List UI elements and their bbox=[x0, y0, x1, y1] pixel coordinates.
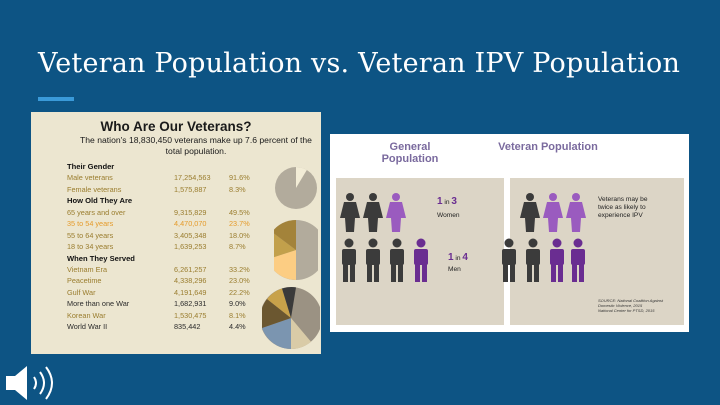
row-label: 55 to 64 years bbox=[67, 230, 114, 240]
list-item: Vietnam Era 6,261,257 33.2% bbox=[67, 264, 277, 275]
list-item: Male veterans 17,254,563 91.6% bbox=[67, 172, 277, 183]
slide-title: Veteran Population vs. Veteran IPV Popul… bbox=[38, 48, 681, 79]
row-count: 4,191,649 bbox=[174, 287, 207, 297]
list-item: Peacetime 4,338,296 23.0% bbox=[67, 275, 277, 286]
row-label: World War II bbox=[67, 322, 108, 332]
row-pct: 23.7% bbox=[229, 219, 250, 229]
pie-slice-55-64 bbox=[274, 233, 296, 258]
pie-slice-gulf-war bbox=[262, 299, 291, 328]
service-pie-chart bbox=[262, 287, 320, 349]
row-pct: 9.0% bbox=[229, 299, 246, 309]
list-item: More than one War 1,682,931 9.0% bbox=[67, 298, 277, 309]
pie-slice-35-54 bbox=[274, 250, 296, 280]
women-label: Women bbox=[437, 212, 460, 219]
row-pct: 22.2% bbox=[229, 287, 250, 297]
infographic-heading: Who Are Our Veterans? bbox=[100, 119, 252, 134]
list-item: 35 to 54 years 4,470,070 23.7% bbox=[67, 218, 277, 229]
row-pct: 91.6% bbox=[229, 173, 250, 183]
veteran-men-figures bbox=[502, 238, 585, 282]
veteran-women-figures bbox=[520, 193, 586, 232]
row-label: Gulf War bbox=[67, 287, 96, 297]
list-item: World War II 835,442 4.4% bbox=[67, 321, 277, 332]
row-pct: 8.3% bbox=[229, 184, 246, 194]
veterans-infographic: Who Are Our Veterans? The nation's 18,83… bbox=[31, 112, 321, 354]
row-label: Korean War bbox=[67, 310, 106, 320]
row-count: 4,470,070 bbox=[174, 219, 207, 229]
speaker-icon[interactable] bbox=[4, 362, 60, 404]
row-pct: 49.5% bbox=[229, 207, 250, 217]
section-header-age: How Old They Are bbox=[67, 196, 133, 206]
women-ratio: 1 in 3 bbox=[437, 196, 457, 207]
gender-pie-chart bbox=[275, 167, 317, 209]
men-figures bbox=[342, 238, 428, 282]
pie-slice-female bbox=[296, 167, 307, 188]
row-label: Peacetime bbox=[67, 276, 102, 286]
title-accent-bar bbox=[38, 97, 74, 101]
veterans-twice-note: Veterans may be twice as likely to exper… bbox=[598, 196, 648, 219]
row-pct: 8.1% bbox=[229, 310, 246, 320]
row-label: More than one War bbox=[67, 299, 130, 309]
general-population-header: General Population bbox=[381, 141, 439, 165]
stats-list: Their Gender Male veterans 17,254,563 91.6… bbox=[67, 161, 277, 333]
section-header-gender: Their Gender bbox=[67, 162, 115, 171]
list-item: 18 to 34 years 1,639,253 8.7% bbox=[67, 241, 277, 252]
row-pct: 8.7% bbox=[229, 242, 246, 252]
source-citation: SOURCE: National Coalition Against Domes… bbox=[598, 298, 663, 313]
row-label: Vietnam Era bbox=[67, 264, 108, 274]
row-pct: 23.0% bbox=[229, 276, 250, 286]
ipv-comparison-diagram: General Population Veteran Population 1 … bbox=[330, 134, 689, 332]
pie-slice-peacetime bbox=[262, 318, 291, 349]
list-item: 55 to 64 years 3,405,348 18.0% bbox=[67, 230, 277, 241]
row-count: 17,254,563 bbox=[174, 173, 211, 183]
women-figures bbox=[340, 193, 406, 232]
list-item: 65 years and over 9,315,829 49.5% bbox=[67, 207, 277, 218]
row-count: 835,442 bbox=[174, 322, 201, 332]
row-label: Male veterans bbox=[67, 173, 113, 183]
pie-slice-wwii bbox=[291, 318, 311, 349]
list-item: Female veterans 1,575,887 8.3% bbox=[67, 184, 277, 195]
row-label: 65 years and over bbox=[67, 207, 126, 217]
row-count: 1,682,931 bbox=[174, 299, 207, 309]
row-pct: 18.0% bbox=[229, 230, 250, 240]
infographic-subheading: The nation's 18,830,450 veterans make up… bbox=[80, 135, 312, 156]
row-count: 6,261,257 bbox=[174, 264, 207, 274]
list-item: Gulf War 4,191,649 22.2% bbox=[67, 287, 277, 298]
row-label: Female veterans bbox=[67, 184, 122, 194]
age-pie-chart bbox=[274, 220, 318, 280]
row-label: 35 to 54 years bbox=[67, 219, 114, 229]
row-count: 9,315,829 bbox=[174, 207, 207, 217]
row-pct: 4.4% bbox=[229, 322, 246, 332]
section-header-served: When They Served bbox=[67, 253, 135, 263]
pie-slice-18-34 bbox=[274, 220, 296, 250]
row-count: 3,405,348 bbox=[174, 230, 207, 240]
row-count: 1,575,887 bbox=[174, 184, 207, 194]
row-count: 4,338,296 bbox=[174, 276, 207, 286]
veteran-population-header: Veteran Population bbox=[498, 141, 598, 153]
pie-slice-korean bbox=[267, 288, 291, 318]
pie-slice-multi-war bbox=[282, 287, 296, 318]
men-ratio: 1 in 4 bbox=[448, 252, 468, 263]
men-label: Men bbox=[448, 266, 461, 273]
row-count: 1,639,253 bbox=[174, 242, 207, 252]
row-pct: 33.2% bbox=[229, 264, 250, 274]
row-count: 1,530,475 bbox=[174, 310, 207, 320]
list-item: Korean War 1,530,475 8.1% bbox=[67, 310, 277, 321]
row-label: 18 to 34 years bbox=[67, 242, 114, 252]
